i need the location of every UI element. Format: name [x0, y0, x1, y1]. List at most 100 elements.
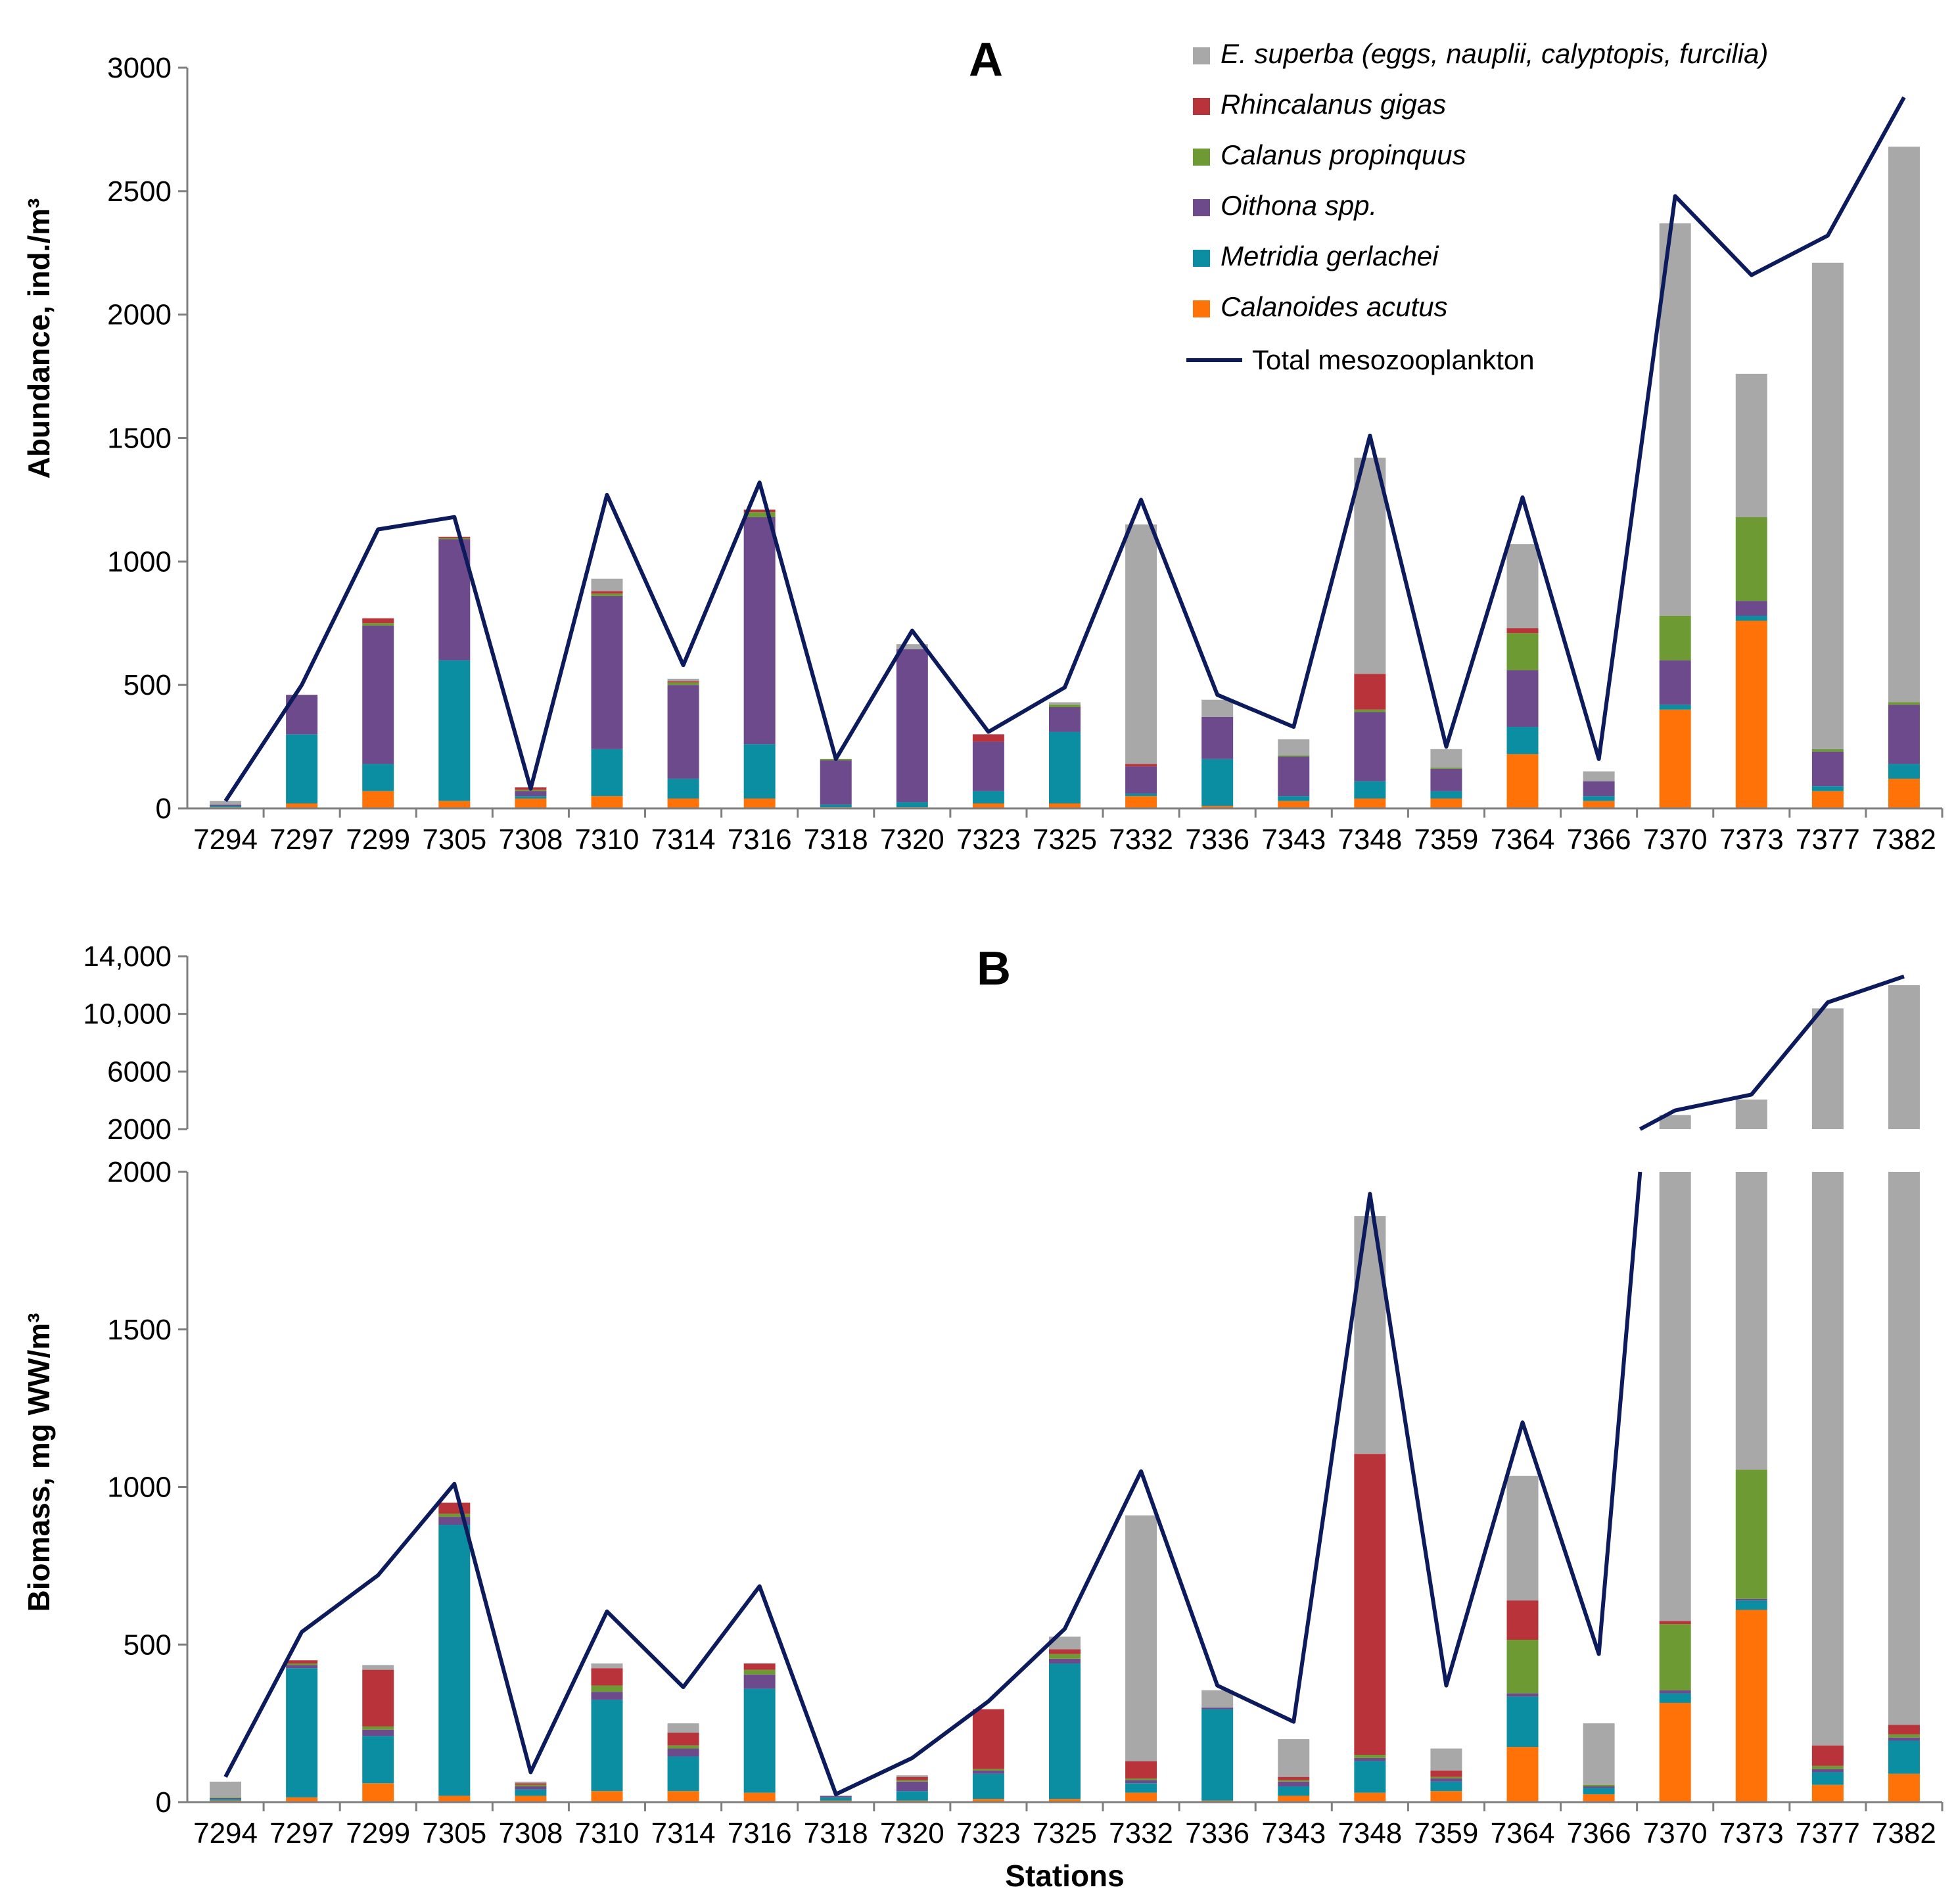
bar-a-7382-calanoides-acutus: [1888, 778, 1920, 808]
panel-b-xtick-label: 7370: [1643, 1817, 1708, 1849]
bar-b-7299-rhincalanus-gigas: [362, 1669, 394, 1727]
bar-b-7332-rhincalanus-gigas: [1125, 1761, 1157, 1779]
bar-a-7308-calanoides-acutus: [515, 798, 547, 808]
bar-a-7343-calanoides-acutus: [1278, 801, 1310, 808]
bar-a-7364-oithona-spp: [1506, 670, 1539, 728]
bar-a-7308-metridia-gerlachei: [515, 796, 547, 799]
bar-a-7364-e-superba-eggs-nauplii-calyptopis-furcilia: [1506, 544, 1539, 628]
bar-a-7370-calanus-propinquus: [1659, 615, 1691, 661]
bar-b-7299-oithona-spp: [362, 1729, 394, 1736]
bar-a-7377-e-superba-eggs-nauplii-calyptopis-furcilia: [1811, 262, 1844, 749]
bar-a-7382-calanus-propinquus: [1888, 702, 1920, 705]
bar-b-7314-oithona-spp: [667, 1748, 699, 1757]
bar-a-7323-calanoides-acutus: [972, 803, 1004, 808]
bar-b-7359-rhincalanus-gigas: [1430, 1771, 1462, 1777]
bar-b-7332-metridia-gerlachei: [1125, 1783, 1157, 1793]
bar-b-7323-oithona-spp: [972, 1771, 1004, 1774]
panel-b-upper-ytick-label: 2000: [107, 1113, 172, 1146]
panel-b-xtick-label: 7320: [880, 1817, 944, 1849]
bar-a-7316-rhincalanus-gigas: [743, 509, 776, 513]
bar-a-7366-metridia-gerlachei: [1583, 796, 1615, 801]
bar-b-7348-e-superba-eggs-nauplii-calyptopis-furcilia: [1354, 1216, 1386, 1454]
panel-a-ylabel: Abundance, ind./m³: [22, 198, 56, 479]
bar-a-7364-metridia-gerlachei: [1506, 727, 1539, 755]
panel-a-xtick-label: 7348: [1338, 824, 1402, 856]
bar-a-7336-metridia-gerlachei: [1201, 758, 1234, 806]
panel-b-lower-ytick-label: 1500: [107, 1314, 172, 1346]
bar-b-7323-metridia-gerlachei: [972, 1773, 1004, 1800]
panel-b-xlabel: Stations: [1005, 1859, 1124, 1893]
bar-b-7343-calanoides-acutus: [1278, 1796, 1310, 1802]
bar-a-7314-e-superba-eggs-nauplii-calyptopis-furcilia: [667, 678, 699, 682]
bar-b-7310-calanoides-acutus: [591, 1791, 623, 1802]
panel-b-xtick-label: 7308: [498, 1817, 563, 1849]
panel-a-xtick-label: 7294: [193, 824, 258, 856]
bar-a-7343-oithona-spp: [1278, 756, 1310, 797]
bar-a-7314-oithona-spp: [667, 685, 699, 779]
legend-swatch-rhincalanus-gigas: [1193, 98, 1210, 115]
bar-b-7297-rhincalanus-gigas: [286, 1660, 318, 1664]
bar-a-7294-e-superba-eggs-nauplii-calyptopis-furcilia: [210, 801, 242, 805]
bar-b-7323-rhincalanus-gigas: [972, 1709, 1004, 1769]
panel-b-xtick-label: 7325: [1033, 1817, 1097, 1849]
panel-b-upper-ytick-label: 14,000: [83, 940, 172, 973]
bar-a-7320-e-superba-eggs-nauplii-calyptopis-furcilia: [896, 644, 928, 649]
legend-swatch-e-superba-eggs-nauplii-calyptopis-furcilia: [1193, 47, 1210, 64]
bar-b-7359-e-superba-eggs-nauplii-calyptopis-furcilia: [1430, 1748, 1462, 1771]
bar-b-7308-calanus-propinquus: [515, 1784, 547, 1787]
bar-b-7310-calanus-propinquus: [591, 1685, 623, 1692]
panel-b-xtick-label: 7305: [422, 1817, 486, 1849]
bar-a-7325-calanoides-acutus: [1049, 803, 1081, 808]
panel-a-xtick-label: 7382: [1872, 824, 1936, 856]
bar-a-7348-calanus-propinquus: [1354, 709, 1386, 712]
panel-a-xtick-label: 7364: [1491, 824, 1555, 856]
panel-b-ylabel: Biomass, mg WW/m³: [22, 1313, 56, 1612]
bar-b-7366-metridia-gerlachei: [1583, 1788, 1615, 1795]
bar-a-7320-metridia-gerlachei: [896, 802, 928, 808]
bar-b-7320-e-superba-eggs-nauplii-calyptopis-furcilia: [896, 1775, 928, 1777]
bar-a-7299-calanus-propinquus: [362, 623, 394, 626]
bar-a-7348-oithona-spp: [1354, 712, 1386, 781]
bar-a-7359-oithona-spp: [1430, 768, 1462, 791]
panel-b-xtick-label: 7377: [1796, 1817, 1860, 1849]
bar-a-7373-e-superba-eggs-nauplii-calyptopis-furcilia: [1735, 373, 1767, 517]
bar-a-7366-oithona-spp: [1583, 781, 1615, 797]
bar-b-7364-oithona-spp: [1506, 1693, 1539, 1697]
bar-b-7366-e-superba-eggs-nauplii-calyptopis-furcilia: [1583, 1723, 1615, 1785]
panel-b-upper-ytick-label: 6000: [107, 1056, 172, 1088]
panel-b-xtick-label: 7314: [651, 1817, 716, 1849]
panel-b-lower-ytick-label: 0: [156, 1786, 172, 1819]
bar-b-upper-7382-e-superba-eggs-nauplii-calyptopis-furcilia: [1888, 985, 1920, 1129]
bar-a-7364-calanus-propinquus: [1506, 633, 1539, 670]
bar-b-7325-oithona-spp: [1049, 1658, 1081, 1664]
bar-b-7294-oithona-spp: [210, 1798, 242, 1800]
bar-b-7320-rhincalanus-gigas: [896, 1776, 928, 1780]
bar-a-7323-oithona-spp: [972, 741, 1004, 791]
panel-a-ytick-label: 2500: [107, 175, 172, 208]
bar-a-7305-metridia-gerlachei: [438, 660, 471, 801]
panel-a-ytick-label: 1000: [107, 546, 172, 578]
panel-b-lower-ytick-label: 2000: [107, 1156, 172, 1188]
bar-b-7343-oithona-spp: [1278, 1781, 1310, 1787]
panel-b-xtick-label: 7310: [575, 1817, 640, 1849]
bar-b-7316-rhincalanus-gigas: [743, 1663, 776, 1670]
bar-b-7297-calanus-propinquus: [286, 1663, 318, 1665]
bar-b-7325-e-superba-eggs-nauplii-calyptopis-furcilia: [1049, 1637, 1081, 1650]
bar-b-7297-oithona-spp: [286, 1665, 318, 1669]
bar-b-7305-calanoides-acutus: [438, 1796, 471, 1802]
bar-b-7370-calanoides-acutus: [1659, 1702, 1691, 1802]
bar-b-7325-rhincalanus-gigas: [1049, 1649, 1081, 1654]
bar-a-7382-metridia-gerlachei: [1888, 764, 1920, 779]
panel-a-xtick-label: 7332: [1109, 824, 1173, 856]
panel-b-xtick-label: 7373: [1719, 1817, 1784, 1849]
panel-b-upper-ytick-label: 10,000: [83, 998, 172, 1031]
bar-b-7370-e-superba-eggs-nauplii-calyptopis-furcilia: [1659, 1172, 1691, 1621]
panel-b-xtick-label: 7336: [1185, 1817, 1249, 1849]
bar-b-7316-calanus-propinquus: [743, 1669, 776, 1675]
bar-b-7305-calanus-propinquus: [438, 1514, 471, 1518]
bar-b-7359-calanoides-acutus: [1430, 1791, 1462, 1802]
bar-a-7308-oithona-spp: [515, 791, 547, 797]
bar-b-7305-metridia-gerlachei: [438, 1525, 471, 1796]
bar-b-7325-calanoides-acutus: [1049, 1799, 1081, 1802]
panel-a-legend: E. superba (eggs, nauplii, calyptopis, f…: [1186, 38, 1768, 375]
